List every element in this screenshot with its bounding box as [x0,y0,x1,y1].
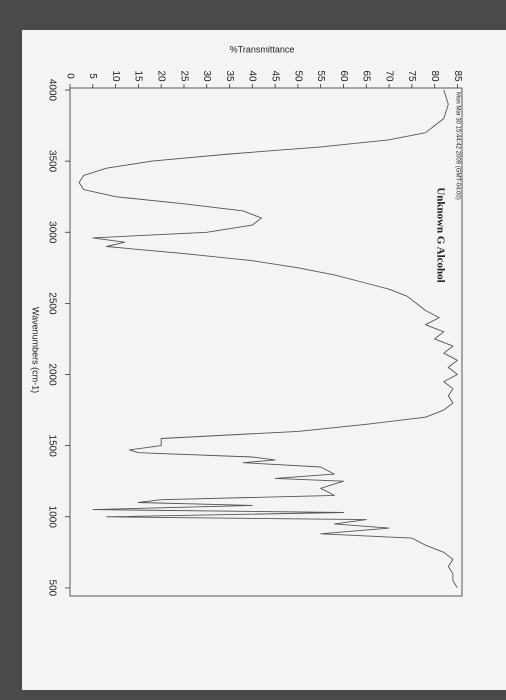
y-tick-label: 35 [224,70,235,82]
y-tick-label: 70 [383,70,394,82]
y-tick-label: 50 [292,70,303,82]
y-tick-label: 45 [269,70,280,82]
y-tick-label: 40 [247,70,258,82]
y-axis-label: %Transmittance [230,44,295,54]
x-tick-label: 1000 [46,506,57,529]
y-tick-label: 60 [338,70,349,82]
y-tick-label: 65 [361,70,372,82]
plot-frame [69,87,463,597]
x-tick-label: 1500 [46,435,57,458]
paper [22,30,506,690]
y-tick-label: 25 [178,70,189,82]
timestamp: Mon Mar 30 15:44:42 2009 (GMT-04:00) [454,92,460,200]
x-tick-label: 3500 [46,150,57,173]
x-tick-label: 2500 [46,292,57,315]
x-axis-label: Wavenumbers (cm-1) [31,307,41,393]
y-tick-label: 80 [429,70,440,82]
y-tick-label: 10 [110,70,121,82]
spectrum-line [78,89,458,589]
x-tick-label: 500 [46,580,57,597]
chart-title: Unknown G Alcohol [434,187,446,282]
y-tick-label: 20 [156,70,167,82]
x-tick-label: 4000 [46,79,57,102]
y-tick-label: 75 [406,70,417,82]
x-tick-label: 2000 [46,363,57,386]
y-tick-label: 5 [87,73,98,79]
y-tick-label: 0 [64,73,75,79]
x-tick-label: 3000 [46,221,57,244]
y-tick-label: 85 [452,70,463,82]
y-tick-label: 15 [133,70,144,82]
y-tick-label: 55 [315,70,326,82]
y-tick-label: 30 [201,70,212,82]
